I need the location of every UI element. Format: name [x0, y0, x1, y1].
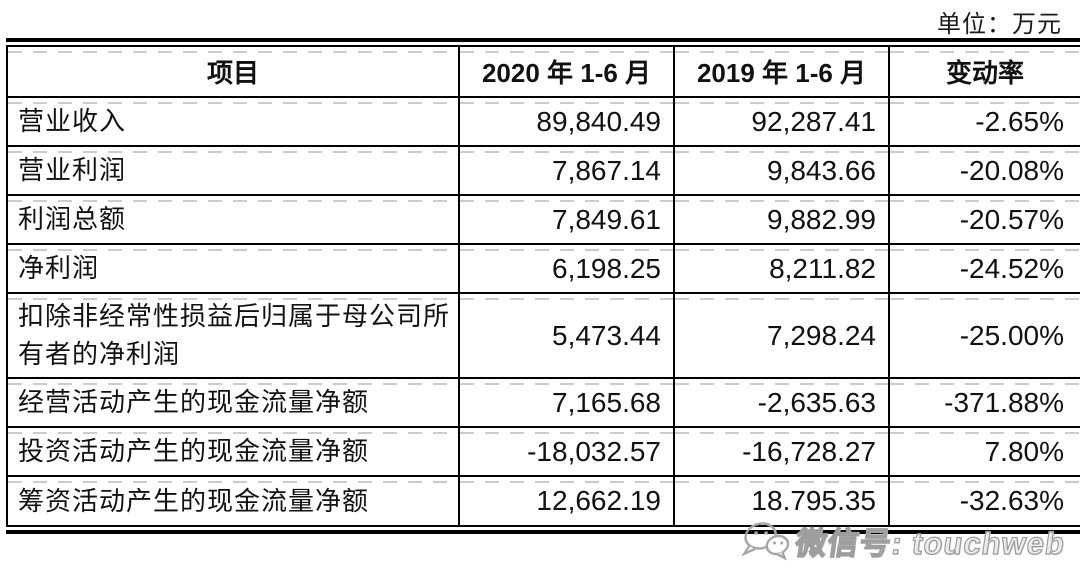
value-2019: 7,298.24 [674, 293, 890, 380]
header-row: 项目 2020 年 1-6 月 2019 年 1-6 月 变动率 [6, 47, 1080, 98]
watermark-text: 微信号: touchweb [793, 525, 1069, 561]
unit-label: 单位：万元 [937, 12, 1062, 38]
table-row: 扣除非经常性损益后归属于母公司所有者的净利润 5,473.44 7,298.24… [6, 293, 1080, 380]
wechat-bubbles-icon [739, 520, 793, 562]
value-2020: 7,867.14 [459, 146, 675, 196]
table-row: 经营活动产生的现金流量净额 7,165.68 -2,635.63 -371.88… [6, 378, 1080, 429]
value-change: -20.57% [889, 195, 1080, 245]
value-2020: 7,849.61 [459, 195, 675, 245]
table-row: 营业利润 7,867.14 9,843.66 -20.08% [6, 146, 1080, 196]
table-row: 利润总额 7,849.61 9,882.99 -20.57% [6, 195, 1080, 245]
value-2020: 7,165.68 [459, 378, 675, 429]
watermark: 微信号: touchweb [739, 518, 1069, 563]
col-header-item: 项目 [6, 47, 460, 98]
value-change: -2.65% [889, 97, 1080, 147]
table-row: 净利润 6,198.25 8,211.82 -24.52% [6, 244, 1080, 294]
value-2020: 6,198.25 [459, 244, 675, 294]
value-2019: -16,728.27 [674, 427, 890, 478]
value-change: 7.80% [889, 427, 1080, 478]
item-label: 扣除非经常性损益后归属于母公司所有者的净利润 [6, 293, 460, 380]
value-2019: 9,882.99 [674, 195, 890, 245]
col-header-change: 变动率 [889, 47, 1080, 98]
value-2019: 18.795.35 [674, 476, 890, 526]
item-label: 营业利润 [6, 146, 460, 196]
value-change: -371.88% [889, 378, 1080, 429]
item-label: 经营活动产生的现金流量净额 [6, 378, 460, 429]
item-label: 利润总额 [6, 195, 460, 245]
table-bottom-double-rule [6, 525, 1080, 535]
col-header-2019: 2019 年 1-6 月 [674, 47, 890, 98]
item-label: 筹资活动产生的现金流量净额 [6, 476, 460, 526]
value-change: -20.08% [889, 146, 1080, 196]
value-2020: 12,662.19 [459, 476, 675, 526]
table-top-double-rule [6, 38, 1080, 47]
table-row: 筹资活动产生的现金流量净额 12,662.19 18.795.35 -32.63… [6, 476, 1080, 526]
data-table: 项目 2020 年 1-6 月 2019 年 1-6 月 变动率 营业收入 89… [6, 47, 1080, 526]
col-header-2020: 2020 年 1-6 月 [459, 47, 675, 98]
table-row: 投资活动产生的现金流量净额 -18,032.57 -16,728.27 7.80… [6, 427, 1080, 478]
item-label: 净利润 [6, 244, 460, 294]
value-2019: 8,211.82 [674, 244, 890, 294]
value-change: -32.63% [889, 476, 1080, 526]
value-2020: 5,473.44 [459, 293, 675, 380]
item-label: 投资活动产生的现金流量净额 [6, 427, 460, 478]
item-label: 营业收入 [6, 97, 460, 147]
value-change: -25.00% [889, 293, 1080, 380]
value-2020: -18,032.57 [459, 427, 675, 478]
value-2019: -2,635.63 [674, 378, 890, 429]
value-2019: 92,287.41 [674, 97, 890, 147]
financial-table: 项目 2020 年 1-6 月 2019 年 1-6 月 变动率 营业收入 89… [6, 38, 1080, 535]
value-2019: 9,843.66 [674, 146, 890, 196]
table-row: 营业收入 89,840.49 92,287.41 -2.65% [6, 97, 1080, 147]
value-change: -24.52% [889, 244, 1080, 294]
value-2020: 89,840.49 [459, 97, 675, 147]
